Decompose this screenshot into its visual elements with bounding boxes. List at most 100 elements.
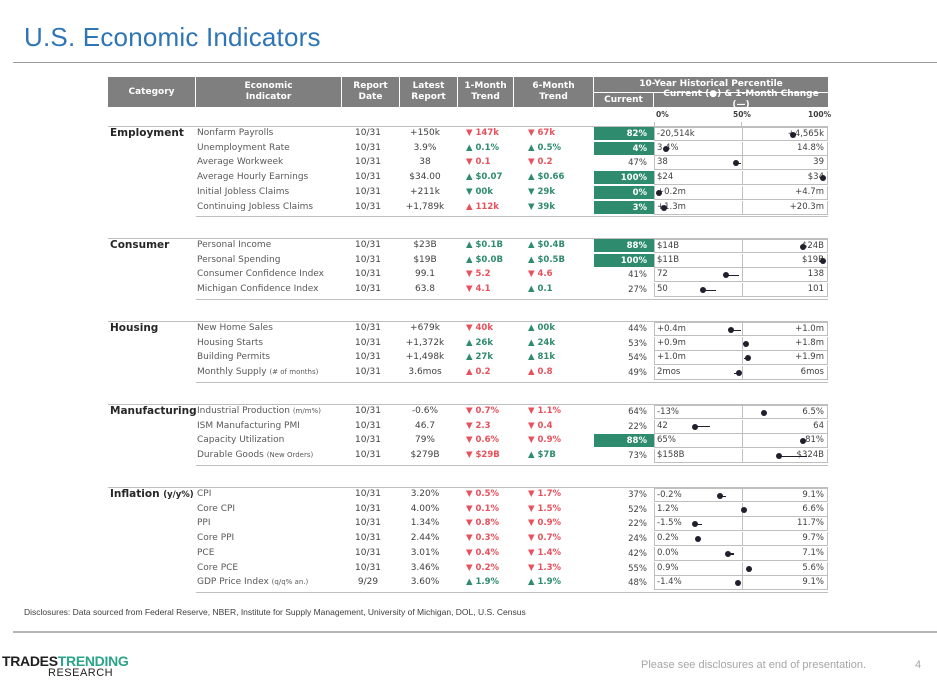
indicator-name: Industrial Production (m/m%) xyxy=(197,406,321,416)
table-row: Average Workweek 10/31 38 ▼ 0.1 ▼ 0.2 47% 38 3… xyxy=(108,156,828,171)
report-date: 10/31 xyxy=(355,406,381,416)
current-percentile: 100% xyxy=(594,171,655,186)
percentile-dot-chart: 42 64 xyxy=(654,419,828,434)
current-dot xyxy=(742,340,749,347)
indicator-name: CPI xyxy=(197,489,211,499)
indicator-label: Initial Jobless Claims xyxy=(197,186,290,197)
trend-1m: ▼ 0.7% xyxy=(466,406,500,416)
range-max: 39 xyxy=(813,157,824,168)
indicator-name: Housing Starts xyxy=(197,338,263,348)
table-row: Nonfarm Payrolls 10/31 +150k ▼ 147k ▼ 67k 82… xyxy=(108,127,828,142)
indicator-label: GDP Price Index xyxy=(197,577,269,588)
current-dot xyxy=(800,438,807,445)
range-min: -1.5% xyxy=(657,518,682,529)
indicator-label: New Home Sales xyxy=(197,323,273,333)
indicator-name: Continuing Jobless Claims xyxy=(197,202,313,212)
trend-1m: ▲ 26k xyxy=(466,337,493,348)
current-dot xyxy=(744,355,751,362)
percentile-dot-chart: $14B $24B xyxy=(654,239,828,253)
indicator-label: ISM Manufacturing PMI xyxy=(197,420,300,431)
trend-6m: ▲ 00k xyxy=(528,323,555,333)
percentile-dot-chart: +1.0m +1.9m xyxy=(654,351,828,366)
section-top-rule xyxy=(108,487,828,488)
percentile-dot-chart: +0.9m +1.8m xyxy=(654,336,828,351)
trend-6m: ▲ 1.9% xyxy=(528,577,562,588)
category-label: Housing xyxy=(110,322,158,334)
indicator-label: Core CPI xyxy=(197,503,236,514)
table-row: Durable Goods (New Orders) 10/31 $279B ▼ $2… xyxy=(108,449,828,464)
current-percentile: 55% xyxy=(628,563,647,574)
trend-1m: ▲ 27k xyxy=(466,352,493,363)
indicator-label: PCE xyxy=(197,547,215,558)
header-category: Category xyxy=(108,77,196,107)
indicator-label: Industrial Production xyxy=(197,406,290,416)
range-max: +4.7m xyxy=(795,186,824,197)
trend-1m: ▲ 1.9% xyxy=(466,577,500,588)
midpoint-line xyxy=(742,283,743,297)
trend-1m: ▼ 0.8% xyxy=(466,518,500,529)
header-current: Current xyxy=(594,92,654,107)
indicator-name: PPI xyxy=(197,518,211,528)
latest-report: +679k xyxy=(410,323,440,333)
latest-report: 46.7 xyxy=(414,420,436,431)
indicator-note: (m/m%) xyxy=(292,407,321,415)
percentile-dot-chart: 0.2% 9.7% xyxy=(654,532,828,547)
midpoint-line xyxy=(742,517,743,531)
trend-1m: ▼ 0.1% xyxy=(466,503,500,514)
report-date: 10/31 xyxy=(355,128,381,138)
section-bottom-rule xyxy=(196,381,828,383)
trend-1m: ▼ 00k xyxy=(466,186,493,197)
range-max: 9.7% xyxy=(802,533,824,544)
trend-6m: ▼ 39k xyxy=(528,201,555,212)
header-historical-percentile: 10-Year Historical Percentile xyxy=(594,77,828,92)
scale-0: 0% xyxy=(656,110,669,119)
indicator-label: PPI xyxy=(197,518,211,529)
current-dot xyxy=(656,189,662,196)
report-date: 10/31 xyxy=(355,367,381,378)
indicator-name: Average Workweek xyxy=(197,157,283,167)
table-row: Continuing Jobless Claims 10/31 +1,789k ▲ … xyxy=(108,200,828,216)
range-max: +20.3m xyxy=(789,201,824,212)
indicator-name: Durable Goods (New Orders) xyxy=(197,450,313,460)
indicator-label: Housing Starts xyxy=(197,337,264,348)
trend-6m: ▼ 1.7% xyxy=(528,489,562,499)
indicator-name: GDP Price Index (q/q% an.) xyxy=(197,577,308,587)
current-dot xyxy=(692,521,699,528)
trend-6m: ▼ 1.1% xyxy=(528,406,562,416)
range-max: 6mos xyxy=(800,367,824,378)
trend-1m: ▼ 0.3% xyxy=(466,533,500,544)
midpoint-line xyxy=(742,546,743,560)
percentile-dot-chart: -20,514k +4,565k xyxy=(654,127,828,141)
current-percentile: 24% xyxy=(628,534,647,545)
range-min: +1.0m xyxy=(657,352,686,363)
trend-6m: ▲ $7B xyxy=(528,450,556,461)
indicator-name: ISM Manufacturing PMI xyxy=(197,421,300,431)
indicator-label: Continuing Jobless Claims xyxy=(197,201,314,212)
report-date: 10/31 xyxy=(355,547,381,558)
range-min: +1.3m xyxy=(657,201,686,212)
range-min: $14B xyxy=(657,241,680,251)
indicator-name: New Home Sales xyxy=(197,323,273,333)
indicator-label: Unemployment Rate xyxy=(197,142,290,153)
footnote: Please see disclosures at end of present… xyxy=(641,659,867,671)
trend-6m: ▼ 0.2 xyxy=(528,157,553,168)
header-report-date: Report Date xyxy=(342,77,400,107)
percentile-dot-chart: 1.2% 6.6% xyxy=(654,502,828,517)
logo-trades: TRADES xyxy=(2,653,58,669)
indicator-name: Unemployment Rate xyxy=(197,143,290,153)
midpoint-line xyxy=(742,449,743,463)
table-row: Housing Starts 10/31 +1,372k ▲ 26k ▲ 24k 53%… xyxy=(108,336,828,352)
report-date: 10/31 xyxy=(355,337,381,348)
latest-report: 3.9% xyxy=(413,142,437,153)
percentile-dot-chart: +0.2m +4.7m xyxy=(654,185,828,200)
report-date: 10/31 xyxy=(355,420,381,431)
indicator-label: Capacity Utilization xyxy=(197,435,285,446)
trend-6m: ▼ 1.3% xyxy=(528,562,562,573)
current-percentile: 22% xyxy=(628,519,647,530)
report-date: 10/31 xyxy=(355,142,381,153)
range-max: 9.1% xyxy=(802,490,824,500)
trend-1m: ▼ 0.2% xyxy=(466,562,500,573)
current-percentile: 49% xyxy=(628,368,647,379)
latest-report: 3.60% xyxy=(410,577,440,588)
range-max: 9.1% xyxy=(802,577,824,588)
